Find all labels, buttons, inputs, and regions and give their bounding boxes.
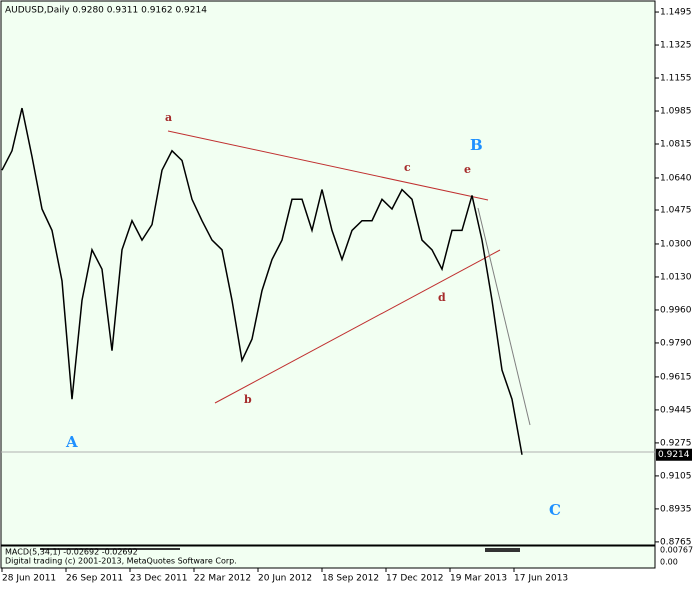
chart-title: AUDUSD,Daily 0.9280 0.9311 0.9162 0.9214 [5, 6, 207, 16]
x-tick-label: 22 Mar 2012 [194, 574, 251, 584]
plot-area [0, 0, 656, 546]
wave-label: b [244, 393, 252, 406]
y-tick-label: 0.9615 [660, 372, 692, 382]
y-tick-label: 0.8765 [660, 537, 692, 547]
y-tick-label: 1.0130 [660, 272, 692, 282]
last-price-box [656, 448, 692, 461]
macd-tick-label: 0.00767 [660, 546, 693, 555]
y-tick-label: 1.0985 [660, 107, 692, 117]
x-tick-label: 20 Jun 2012 [258, 574, 312, 584]
y-tick-label: 1.0815 [660, 140, 692, 150]
wave-label: d [438, 291, 446, 304]
y-tick-label: 0.9105 [660, 471, 692, 481]
wave-label: c [404, 161, 411, 174]
x-tick-label: 23 Dec 2011 [130, 574, 188, 584]
wave-label: e [464, 163, 471, 176]
x-tick-label: 28 Jun 2011 [2, 574, 56, 584]
x-tick-label: 17 Jun 2013 [514, 574, 568, 584]
wave-label: B [470, 136, 483, 154]
copyright: Digital trading (c) 2001-2013, MetaQuote… [5, 557, 237, 566]
y-tick-label: 0.8935 [660, 504, 692, 514]
y-tick-label: 1.0300 [660, 239, 692, 249]
y-tick-label: 0.9790 [660, 338, 692, 348]
y-tick-label: 0.9960 [660, 305, 692, 315]
trend-line [214, 249, 501, 404]
x-tick-label: 19 Mar 2013 [450, 574, 507, 584]
macd-histogram [485, 548, 520, 552]
y-tick-label: 1.0475 [660, 206, 692, 216]
macd-histogram [40, 548, 180, 550]
wave-label: C [549, 501, 561, 519]
wave-label: a [165, 111, 172, 124]
y-tick-label: 1.0640 [660, 173, 692, 183]
x-tick-label: 18 Sep 2012 [322, 574, 379, 584]
y-tick-label: 1.1495 [660, 8, 692, 18]
x-tick-label: 17 Dec 2012 [386, 574, 444, 584]
x-tick-label: 26 Sep 2011 [66, 574, 123, 584]
price-line [1, 107, 523, 455]
last-price-label: 0.9214 [658, 450, 690, 460]
y-tick-label: 0.9275 [660, 438, 692, 448]
y-tick-label: 0.9445 [660, 405, 692, 415]
trend-line [167, 130, 489, 201]
trend-line [477, 207, 531, 426]
macd-tick-label: 0.00 [660, 558, 678, 567]
wave-label: A [65, 433, 78, 451]
y-tick-label: 1.1155 [660, 74, 692, 84]
macd-label: MACD(5,34,1) -0.02692 -0.02692 [5, 548, 138, 557]
y-tick-label: 1.1325 [660, 41, 692, 51]
